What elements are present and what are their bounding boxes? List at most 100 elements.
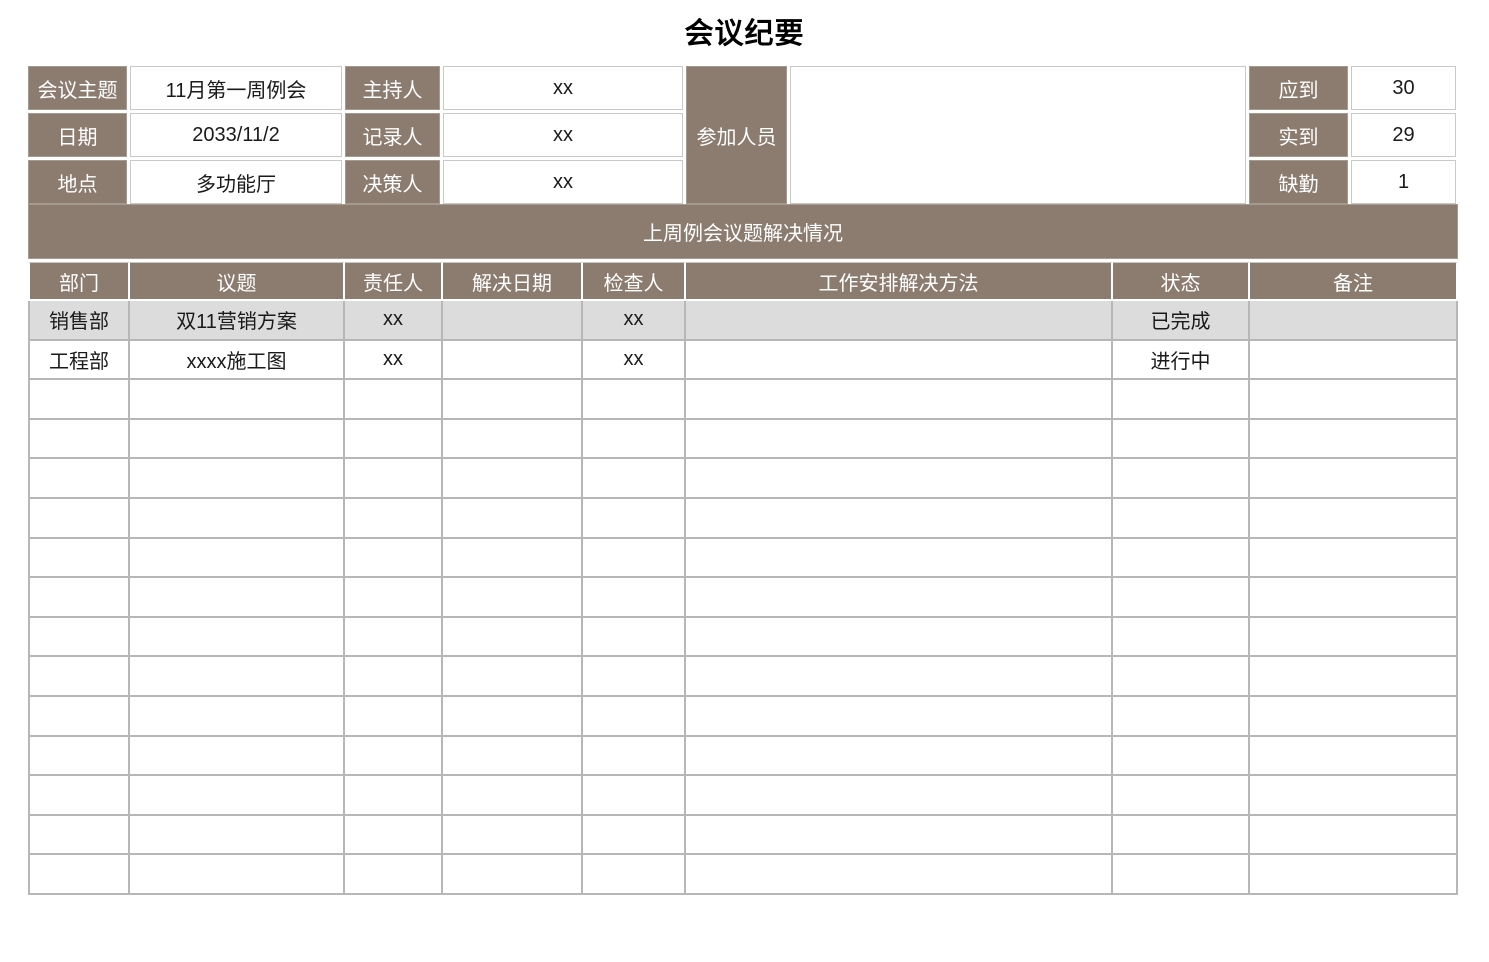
empty-cell[interactable]: [583, 380, 686, 420]
empty-cell[interactable]: [686, 578, 1113, 618]
solution-cell[interactable]: [686, 340, 1113, 381]
empty-cell[interactable]: [1250, 459, 1458, 499]
empty-cell[interactable]: [345, 380, 443, 420]
topic-cell[interactable]: 双11营销方案: [130, 301, 345, 341]
remarks-cell[interactable]: [1250, 340, 1458, 381]
empty-cell[interactable]: [28, 617, 130, 658]
empty-cell[interactable]: [443, 696, 583, 737]
empty-cell[interactable]: [28, 736, 130, 777]
responsible-cell[interactable]: xx: [345, 340, 443, 381]
empty-cell[interactable]: [130, 776, 345, 816]
empty-cell[interactable]: [686, 498, 1113, 539]
inspector-cell[interactable]: xx: [583, 340, 686, 381]
empty-cell[interactable]: [583, 657, 686, 697]
empty-cell[interactable]: [583, 736, 686, 777]
empty-cell[interactable]: [583, 459, 686, 499]
empty-cell[interactable]: [1113, 617, 1250, 658]
empty-cell[interactable]: [1250, 419, 1458, 460]
empty-cell[interactable]: [1250, 815, 1458, 856]
empty-cell[interactable]: [443, 776, 583, 816]
empty-cell[interactable]: [345, 815, 443, 856]
department-cell[interactable]: 工程部: [28, 340, 130, 381]
empty-cell[interactable]: [686, 459, 1113, 499]
empty-cell[interactable]: [583, 419, 686, 460]
empty-cell[interactable]: [28, 776, 130, 816]
resolve-date-cell[interactable]: [443, 301, 583, 341]
empty-cell[interactable]: [1113, 380, 1250, 420]
empty-cell[interactable]: [345, 459, 443, 499]
empty-cell[interactable]: [345, 617, 443, 658]
empty-cell[interactable]: [1113, 736, 1250, 777]
empty-cell[interactable]: [686, 380, 1113, 420]
empty-cell[interactable]: [345, 498, 443, 539]
empty-cell[interactable]: [28, 578, 130, 618]
location-value[interactable]: 多功能厅: [130, 160, 342, 204]
empty-cell[interactable]: [443, 815, 583, 856]
empty-cell[interactable]: [1113, 498, 1250, 539]
empty-cell[interactable]: [686, 855, 1113, 895]
empty-cell[interactable]: [1113, 815, 1250, 856]
empty-cell[interactable]: [345, 419, 443, 460]
status-cell[interactable]: 进行中: [1113, 340, 1250, 381]
empty-cell[interactable]: [443, 617, 583, 658]
empty-cell[interactable]: [130, 538, 345, 579]
date-value[interactable]: 2033/11/2: [130, 113, 342, 157]
empty-cell[interactable]: [28, 538, 130, 579]
empty-cell[interactable]: [1113, 657, 1250, 697]
empty-cell[interactable]: [686, 538, 1113, 579]
empty-cell[interactable]: [1250, 657, 1458, 697]
empty-cell[interactable]: [686, 736, 1113, 777]
empty-cell[interactable]: [1113, 776, 1250, 816]
actual-count-value[interactable]: 29: [1351, 113, 1456, 157]
empty-cell[interactable]: [1250, 736, 1458, 777]
expected-count-value[interactable]: 30: [1351, 66, 1456, 110]
empty-cell[interactable]: [130, 578, 345, 618]
empty-cell[interactable]: [130, 855, 345, 895]
empty-cell[interactable]: [28, 380, 130, 420]
participants-value[interactable]: [790, 66, 1246, 204]
empty-cell[interactable]: [1250, 498, 1458, 539]
department-cell[interactable]: 销售部: [28, 301, 130, 341]
empty-cell[interactable]: [686, 776, 1113, 816]
status-cell[interactable]: 已完成: [1113, 301, 1250, 341]
empty-cell[interactable]: [443, 736, 583, 777]
empty-cell[interactable]: [1250, 776, 1458, 816]
empty-cell[interactable]: [345, 657, 443, 697]
empty-cell[interactable]: [443, 657, 583, 697]
empty-cell[interactable]: [1250, 380, 1458, 420]
empty-cell[interactable]: [686, 696, 1113, 737]
empty-cell[interactable]: [443, 419, 583, 460]
empty-cell[interactable]: [130, 498, 345, 539]
empty-cell[interactable]: [130, 815, 345, 856]
empty-cell[interactable]: [583, 578, 686, 618]
empty-cell[interactable]: [1113, 696, 1250, 737]
empty-cell[interactable]: [1113, 578, 1250, 618]
empty-cell[interactable]: [28, 498, 130, 539]
empty-cell[interactable]: [686, 657, 1113, 697]
empty-cell[interactable]: [130, 657, 345, 697]
empty-cell[interactable]: [1250, 538, 1458, 579]
empty-cell[interactable]: [583, 855, 686, 895]
empty-cell[interactable]: [130, 419, 345, 460]
empty-cell[interactable]: [28, 459, 130, 499]
empty-cell[interactable]: [345, 696, 443, 737]
empty-cell[interactable]: [1250, 617, 1458, 658]
empty-cell[interactable]: [28, 657, 130, 697]
empty-cell[interactable]: [28, 419, 130, 460]
empty-cell[interactable]: [686, 419, 1113, 460]
empty-cell[interactable]: [583, 815, 686, 856]
empty-cell[interactable]: [583, 696, 686, 737]
empty-cell[interactable]: [130, 617, 345, 658]
resolve-date-cell[interactable]: [443, 340, 583, 381]
decision-maker-value[interactable]: xx: [443, 160, 683, 204]
inspector-cell[interactable]: xx: [583, 301, 686, 341]
remarks-cell[interactable]: [1250, 301, 1458, 341]
responsible-cell[interactable]: xx: [345, 301, 443, 341]
host-value[interactable]: xx: [443, 66, 683, 110]
empty-cell[interactable]: [686, 815, 1113, 856]
empty-cell[interactable]: [443, 498, 583, 539]
empty-cell[interactable]: [345, 855, 443, 895]
empty-cell[interactable]: [443, 855, 583, 895]
empty-cell[interactable]: [130, 736, 345, 777]
empty-cell[interactable]: [1113, 419, 1250, 460]
